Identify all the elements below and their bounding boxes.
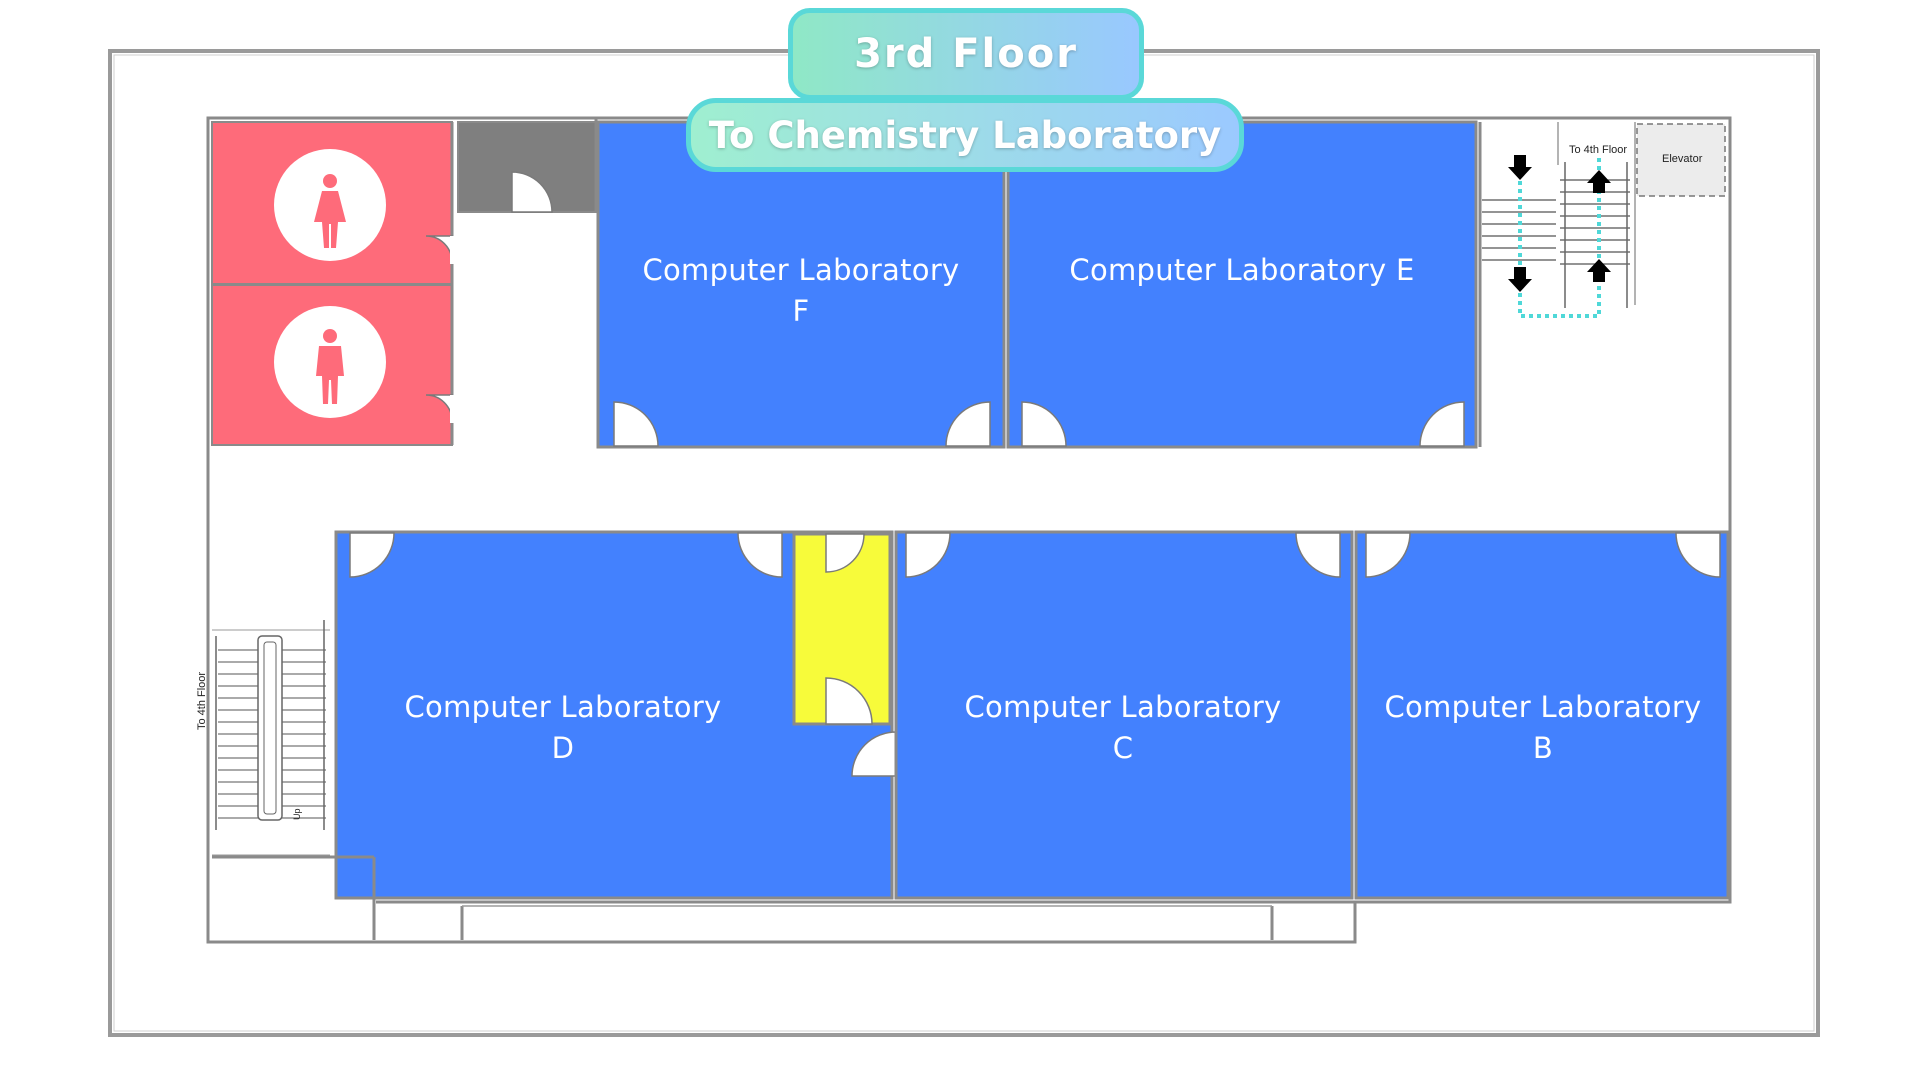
lab-f-label-line2: F	[792, 294, 810, 328]
lab-f-label: Computer Laboratory F	[618, 250, 984, 332]
female-restroom-icon	[274, 149, 386, 261]
floor-title-badge: 3rd Floor	[788, 8, 1144, 100]
destination-title: To Chemistry Laboratory	[708, 113, 1222, 157]
lab-d-label-line2: D	[551, 731, 575, 765]
lab-d-label: Computer Laboratory D	[380, 687, 746, 769]
computer-lab-c[interactable]	[894, 530, 1354, 900]
lab-b-label-line1: Computer Laboratory	[1384, 690, 1702, 724]
lab-b-label: Computer Laboratory B	[1360, 687, 1726, 769]
lab-f-label-line1: Computer Laboratory	[642, 253, 960, 287]
stairs-up-label: Up	[292, 808, 302, 820]
lab-b-label-line2: B	[1532, 731, 1554, 765]
computer-lab-b[interactable]	[1354, 530, 1730, 900]
computer-lab-e[interactable]	[1006, 120, 1478, 449]
stairwell-top-right[interactable]	[1478, 122, 1726, 447]
floor-title: 3rd Floor	[854, 31, 1078, 77]
destination-badge[interactable]: To Chemistry Laboratory	[686, 98, 1244, 172]
elevator-label: Elevator	[1662, 153, 1703, 165]
computer-lab-f[interactable]	[596, 120, 1006, 449]
male-restroom-icon	[274, 306, 386, 418]
stairwell-left[interactable]	[212, 620, 330, 856]
stairs-left-label: To 4th Floor	[196, 671, 208, 730]
lab-c-label-line2: C	[1112, 731, 1134, 765]
lab-c-label-line1: Computer Laboratory	[964, 690, 1282, 724]
lab-c-label: Computer Laboratory C	[940, 687, 1306, 769]
lab-e-label: Computer Laboratory E	[1030, 250, 1454, 291]
lab-d-label-line1: Computer Laboratory	[404, 690, 722, 724]
stairs-top-right-label: To 4th Floor	[1569, 144, 1628, 156]
elevator[interactable]	[1636, 123, 1726, 197]
lab-e-label-line1: Computer Laboratory E	[1069, 253, 1415, 287]
